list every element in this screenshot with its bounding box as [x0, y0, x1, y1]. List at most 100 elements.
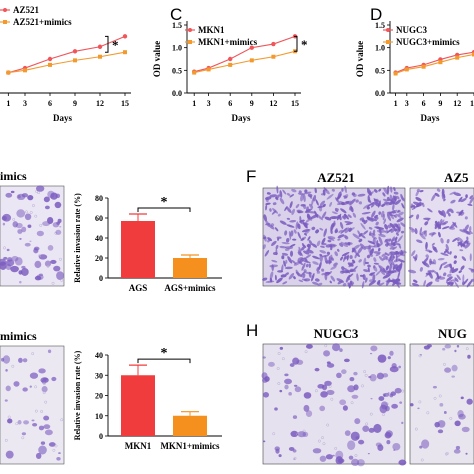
stain-spot — [352, 212, 357, 218]
stain-spot — [393, 186, 396, 192]
stain-spot — [423, 345, 431, 350]
bar-chart-ags: 0 20 40 60 80 Relative invasion rate (%) AGS AG… — [73, 193, 222, 293]
stain-spot — [284, 206, 288, 212]
stain-spot — [274, 227, 279, 232]
stain-spot — [342, 405, 348, 411]
stain-spot — [373, 257, 377, 262]
stain-spot — [7, 418, 13, 424]
stain-spot — [446, 276, 453, 282]
stain-spot — [36, 230, 44, 237]
stain-spot — [319, 253, 323, 257]
panel-letter-f: F — [246, 167, 256, 186]
stain-spot — [427, 218, 430, 222]
stain-spot — [329, 280, 332, 284]
stain-spot — [308, 263, 311, 268]
stain-spot — [388, 210, 396, 215]
stain-spot — [350, 431, 360, 441]
stain-spot — [450, 267, 455, 272]
stain-spot — [292, 238, 297, 241]
stain-spot — [375, 221, 379, 226]
stain-spot — [2, 355, 11, 364]
stain-spot — [390, 214, 395, 220]
stain-spot — [460, 198, 467, 203]
significance-star: * — [301, 37, 308, 52]
stain-spot — [369, 373, 377, 382]
x-tick-label: 12 — [453, 99, 461, 108]
stain-spot — [466, 398, 473, 405]
stain-spot — [454, 349, 457, 353]
stain-spot — [322, 189, 326, 196]
stain-spot — [341, 187, 344, 192]
stain-spot — [393, 449, 396, 451]
stain-spot — [382, 213, 385, 221]
pore — [272, 432, 276, 436]
stain-spot — [3, 256, 8, 260]
pore — [31, 352, 35, 356]
stain-spot — [438, 218, 443, 226]
stain-spot — [309, 203, 314, 209]
stain-spot — [389, 246, 395, 250]
y-axis-label: OD value — [355, 41, 365, 77]
stain-spot — [396, 195, 400, 200]
stain-spot — [329, 201, 333, 207]
stain-spot — [347, 276, 351, 281]
pore — [420, 458, 424, 462]
stain-spot — [274, 274, 277, 281]
stain-spot — [344, 430, 351, 436]
stain-spot — [453, 192, 462, 197]
stain-spot — [317, 384, 325, 389]
y-tick-label: 0 — [99, 432, 103, 441]
stain-spot — [319, 249, 327, 254]
stain-spot — [54, 201, 62, 209]
stain-spot — [10, 190, 15, 194]
stain-spot — [378, 188, 382, 192]
stain-spot — [303, 257, 308, 262]
pore — [296, 432, 300, 436]
stain-spot — [439, 219, 445, 227]
stain-spot — [323, 228, 327, 237]
stain-spot — [381, 203, 386, 207]
stain-spot — [390, 186, 393, 193]
stain-spot — [378, 282, 385, 287]
stain-spot — [288, 230, 292, 240]
stain-spot — [373, 251, 381, 254]
stain-spot — [291, 260, 297, 265]
data-point — [404, 67, 409, 72]
data-point — [228, 62, 233, 67]
stain-spot — [456, 238, 460, 242]
stain-spot — [316, 214, 323, 221]
pore — [322, 442, 326, 446]
stain-spot — [24, 242, 31, 247]
stain-spot — [357, 246, 363, 255]
stain-spot — [4, 399, 8, 402]
stain-spot — [286, 192, 291, 196]
stain-spot — [395, 278, 400, 282]
data-point — [6, 70, 11, 75]
stain-spot — [451, 268, 459, 274]
stain-spot — [412, 256, 417, 260]
legend-label: NUGC3+mimics — [396, 37, 460, 47]
stain-spot — [2, 222, 6, 226]
stain-spot — [413, 201, 422, 207]
stain-spot — [386, 277, 391, 287]
stain-spot — [330, 275, 336, 282]
micrograph-h-left — [261, 343, 407, 467]
stain-spot — [293, 261, 301, 266]
stain-spot — [324, 216, 332, 221]
stain-spot — [291, 188, 297, 193]
stain-spot — [307, 244, 311, 251]
legend-marker — [188, 40, 192, 44]
series-line — [194, 35, 296, 73]
stain-spot — [298, 190, 302, 194]
stain-spot — [23, 420, 30, 425]
stain-spot — [469, 253, 472, 262]
stain-spot — [341, 252, 350, 257]
stain-spot — [393, 214, 397, 218]
pore — [37, 191, 41, 195]
stain-spot — [311, 273, 315, 282]
stain-spot — [308, 239, 313, 246]
stain-spot — [18, 357, 23, 363]
stain-spot — [5, 385, 11, 392]
stain-spot — [349, 205, 353, 211]
significance-bracket — [105, 35, 109, 53]
